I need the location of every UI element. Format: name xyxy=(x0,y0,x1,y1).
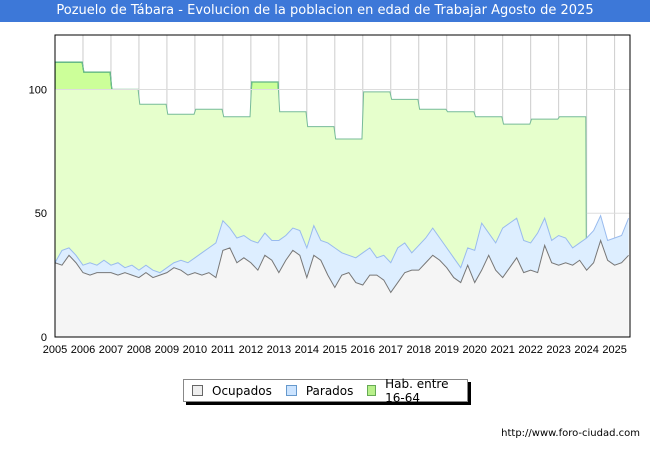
x-tick-label: 2010 xyxy=(183,344,207,356)
legend-swatch-hab xyxy=(367,385,377,396)
ocupados-area xyxy=(55,240,629,337)
x-tick-label: 2006 xyxy=(71,344,95,356)
legend-label: Parados xyxy=(305,383,354,398)
footer-url: http://www.foro-ciudad.com xyxy=(501,428,640,439)
y-tick-label: 50 xyxy=(35,208,47,220)
x-tick-label: 2016 xyxy=(351,344,375,356)
legend-item-ocupados: Ocupados xyxy=(192,384,272,398)
x-tick-label: 2019 xyxy=(434,344,458,356)
legend-item-parados: Parados xyxy=(285,383,354,398)
chart-title: Pozuelo de Tábara - Evolucion de la pobl… xyxy=(0,0,650,22)
hab-line xyxy=(55,61,588,338)
x-tick-label: 2015 xyxy=(323,344,347,356)
x-tick-label: 2022 xyxy=(518,344,542,356)
x-tick-label: 2012 xyxy=(239,344,263,356)
legend: Ocupados Parados Hab. entre 16-64 xyxy=(183,377,468,405)
x-tick-label: 2017 xyxy=(379,344,403,356)
plot-frame xyxy=(54,34,631,338)
legend-label: Ocupados xyxy=(212,383,272,398)
x-tick-label: 2021 xyxy=(490,344,514,356)
parados-line xyxy=(54,214,630,274)
x-tick-label: 2024 xyxy=(574,344,598,356)
x-tick-label: 2025 xyxy=(602,344,626,356)
x-tick-label: 2018 xyxy=(407,344,431,356)
x-tick-label: 2020 xyxy=(462,344,486,356)
x-tick-label: 2005 xyxy=(43,344,67,356)
y-tick-label: 0 xyxy=(41,332,47,344)
legend-label: Hab. entre 16-64 xyxy=(385,376,449,405)
x-tick-label: 2013 xyxy=(267,344,291,356)
x-tick-label: 2011 xyxy=(211,344,235,356)
y-tick-label: 100 xyxy=(29,84,47,96)
legend-swatch-parados xyxy=(285,385,297,396)
x-tick-label: 2009 xyxy=(155,344,179,356)
x-tick-label: 2014 xyxy=(295,344,319,356)
legend-item-hab: Hab. entre 16-64 xyxy=(367,377,461,405)
legend-swatch-ocupados xyxy=(192,385,203,396)
x-tick-label: 2023 xyxy=(546,344,570,356)
x-tick-label: 2008 xyxy=(127,344,151,356)
parados-area xyxy=(55,215,629,293)
x-tick-label: 2007 xyxy=(99,344,123,356)
ocupados-line xyxy=(54,238,629,294)
